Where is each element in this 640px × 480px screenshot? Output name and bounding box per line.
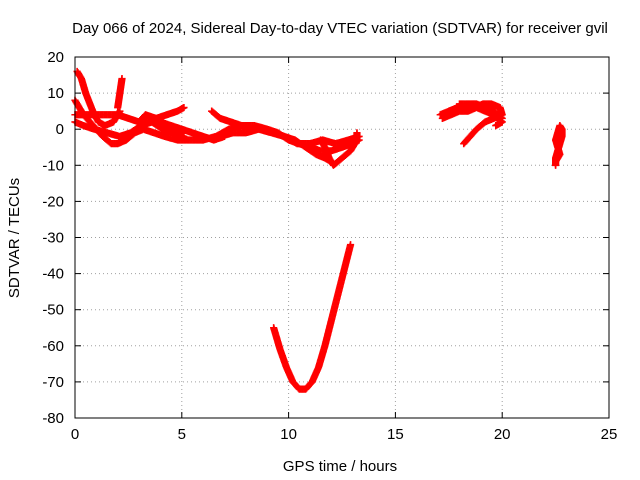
y-tick-label: -50 [42,302,64,319]
data-point [180,132,188,141]
data-point [118,75,126,83]
data-track [71,118,188,141]
tick-labels: 0 5 10 15 20 25 20 10 0 -10 -20 -30 -40 -50 -60 -70 -80 [42,49,617,443]
data-point [552,158,560,166]
data-point [497,113,505,122]
data-point [492,121,500,130]
chart-title: Day 066 of 2024, Sidereal Day-to-day VTE… [72,20,608,37]
x-axis-label: GPS time / hours [283,458,397,475]
data-point [353,129,361,137]
y-axis-label: SDTVAR / TECUs [6,178,23,298]
x-tick-label: 10 [280,426,297,443]
axis-ticks [74,56,610,419]
x-tick-label: 5 [178,426,186,443]
x-tick-label: 25 [601,426,618,443]
data-track [270,241,355,393]
y-tick-label: -60 [42,338,64,355]
y-tick-label: -30 [42,230,64,247]
data-track [552,121,566,169]
data-point [460,140,468,148]
data-track [114,75,126,112]
grid-lines [75,57,609,418]
data-track [317,129,361,169]
y-tick-label: -40 [42,266,64,283]
data-track [455,100,506,122]
data-point [461,139,469,147]
y-tick-label: -20 [42,193,64,210]
y-tick-label: -10 [42,157,64,174]
y-tick-label: -70 [42,374,64,391]
y-tick-label: -80 [42,410,64,427]
x-tick-label: 20 [494,426,511,443]
data-point [180,103,188,112]
x-tick-label: 15 [387,426,404,443]
x-tick-label: 0 [71,426,79,443]
data-marks [71,67,566,393]
data-point [498,114,506,122]
data-point [346,241,355,249]
data-track [135,103,188,126]
y-tick-label: 20 [47,49,64,66]
y-tick-label: 0 [56,121,64,138]
y-tick-label: 10 [47,85,64,102]
